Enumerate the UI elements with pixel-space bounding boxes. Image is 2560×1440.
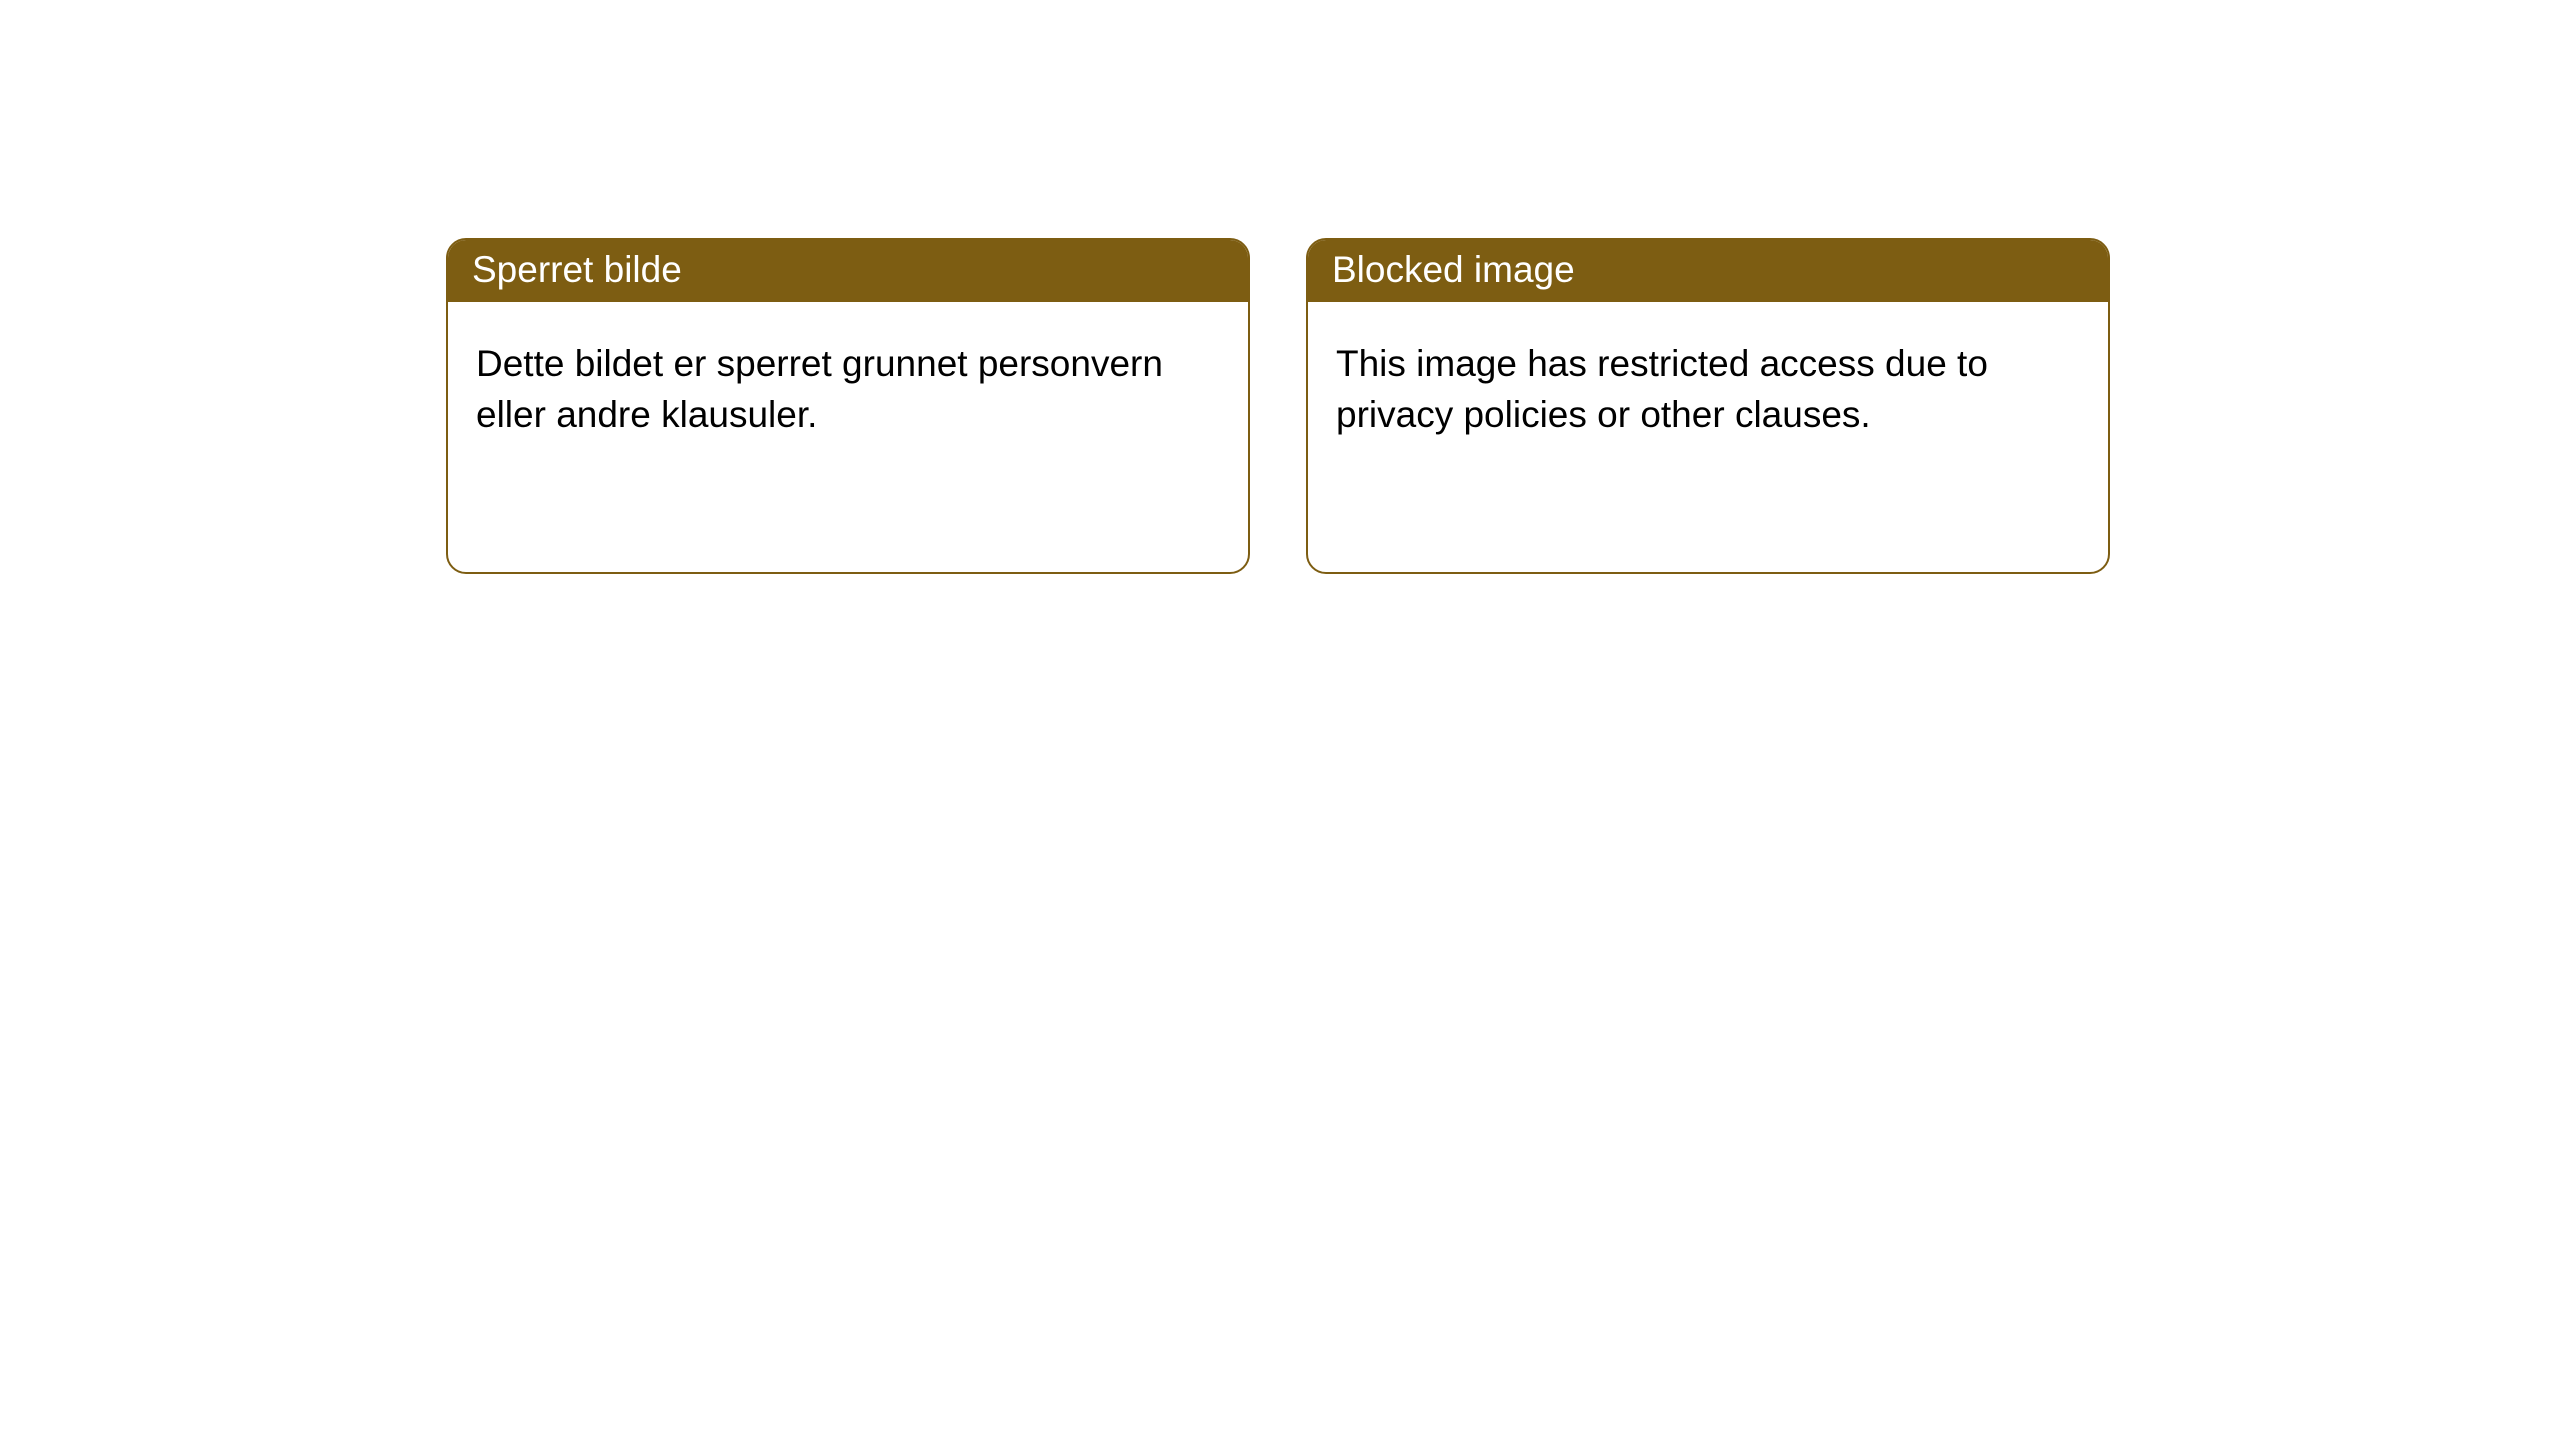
notice-text-norwegian: Dette bildet er sperret grunnet personve… bbox=[476, 338, 1220, 440]
notice-text-english: This image has restricted access due to … bbox=[1336, 338, 2080, 440]
notice-card-english: Blocked image This image has restricted … bbox=[1306, 238, 2110, 574]
notice-body-norwegian: Dette bildet er sperret grunnet personve… bbox=[448, 302, 1248, 468]
notice-card-norwegian: Sperret bilde Dette bildet er sperret gr… bbox=[446, 238, 1250, 574]
notice-title-english: Blocked image bbox=[1308, 240, 2108, 302]
notice-title-norwegian: Sperret bilde bbox=[448, 240, 1248, 302]
notice-container: Sperret bilde Dette bildet er sperret gr… bbox=[0, 0, 2560, 574]
notice-body-english: This image has restricted access due to … bbox=[1308, 302, 2108, 468]
